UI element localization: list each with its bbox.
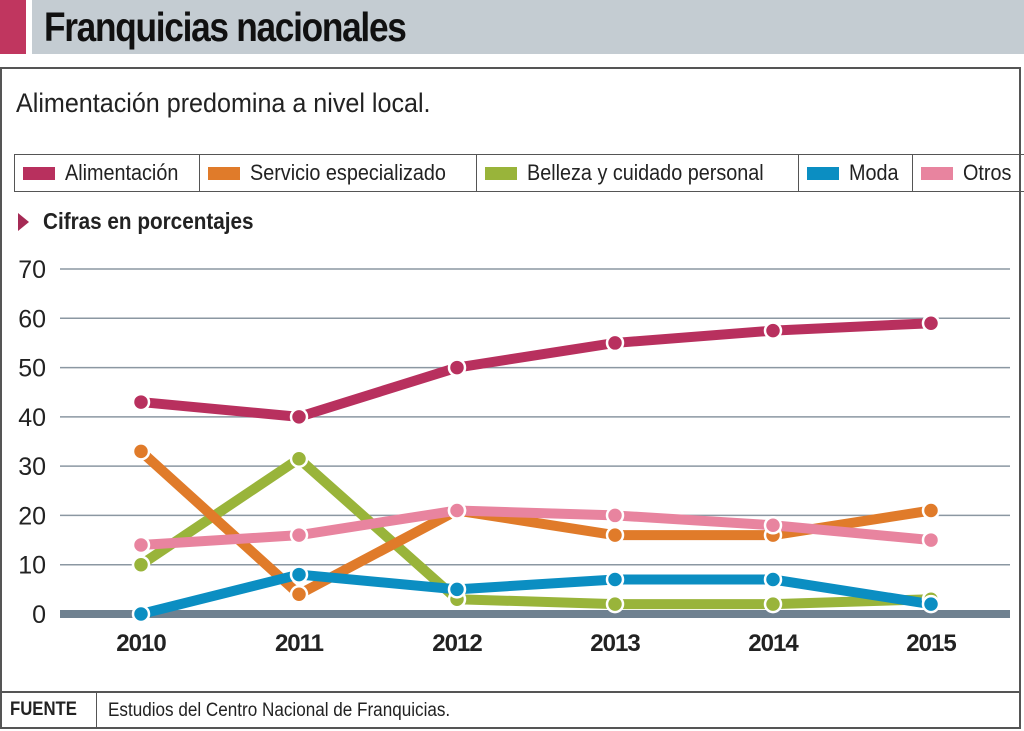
data-point xyxy=(447,580,467,599)
legend-swatch xyxy=(23,166,55,180)
data-point xyxy=(289,585,309,604)
legend-label: Otros xyxy=(962,160,1012,185)
x-tick-label: 2011 xyxy=(275,630,324,657)
legend-item-servicio-especializado: Servicio especializado xyxy=(200,155,477,191)
data-point xyxy=(921,530,941,550)
data-point xyxy=(289,565,309,584)
x-tick-label: 2010 xyxy=(116,630,166,657)
data-point xyxy=(763,516,783,535)
series-line-alimentación xyxy=(140,318,932,422)
data-point xyxy=(763,570,783,589)
title-accent-bar xyxy=(0,0,26,54)
legend-label: Moda xyxy=(848,160,899,185)
x-tick-label: 2015 xyxy=(906,630,956,657)
y-tick-label: 50 xyxy=(18,355,46,383)
unit-label-row: Cifras en porcentajes xyxy=(18,208,277,235)
chart-frame xyxy=(0,67,1021,729)
data-point xyxy=(921,313,941,333)
legend-swatch xyxy=(920,166,953,180)
title-bar xyxy=(32,0,1024,54)
data-point xyxy=(605,333,625,353)
data-point xyxy=(131,392,151,412)
chart-subtitle: Alimentación predomina a nivel local. xyxy=(16,88,431,118)
y-tick-label: 60 xyxy=(18,305,46,333)
data-point xyxy=(289,525,309,545)
source-label: FUENTE xyxy=(10,699,77,720)
data-point xyxy=(289,407,309,427)
unit-label: Cifras en porcentajes xyxy=(43,208,254,234)
data-point xyxy=(131,604,151,624)
data-point xyxy=(447,501,467,520)
legend-label: Servicio especializado xyxy=(249,160,446,185)
x-tick-label: 2012 xyxy=(432,630,482,657)
y-tick-label: 30 xyxy=(18,453,46,481)
footer-divider-line xyxy=(0,691,1021,693)
series-line-otros xyxy=(140,505,932,550)
series-line-moda xyxy=(139,569,932,619)
x-tick-label: 2014 xyxy=(748,630,799,657)
data-point xyxy=(605,594,625,614)
data-point xyxy=(605,570,625,589)
data-point xyxy=(131,442,151,461)
data-point xyxy=(447,358,467,377)
series-line-belleza-y-cuidado-personal xyxy=(138,453,932,610)
x-axis-baseline xyxy=(60,610,1010,618)
y-tick-label: 70 xyxy=(18,256,46,284)
legend-item-otros: Otros xyxy=(913,155,1024,191)
data-point xyxy=(131,555,151,574)
data-point xyxy=(763,594,783,614)
series-line-servicio-especializado xyxy=(137,447,932,600)
data-point xyxy=(921,501,941,520)
legend-item-alimentacion: Alimentación xyxy=(15,155,200,191)
legend-item-belleza: Belleza y cuidado personal xyxy=(477,155,799,191)
page-title: Franquicias nacionales xyxy=(44,4,407,50)
legend-label: Alimentación xyxy=(65,160,179,185)
data-point xyxy=(605,525,625,545)
y-tick-label: 10 xyxy=(18,552,46,580)
legend-item-moda: Moda xyxy=(799,155,913,191)
y-tick-label: 40 xyxy=(18,404,46,432)
legend-swatch xyxy=(806,166,839,180)
data-point xyxy=(763,321,783,340)
data-point xyxy=(131,535,151,555)
footer-vertical-divider xyxy=(96,693,97,729)
y-tick-label: 20 xyxy=(18,502,46,530)
data-point xyxy=(605,506,625,525)
y-tick-label: 0 xyxy=(32,601,46,629)
source-text: Estudios del Centro Nacional de Franquic… xyxy=(108,700,451,721)
legend-label: Belleza y cuidado personal xyxy=(526,160,764,185)
data-point xyxy=(289,449,309,468)
legend-swatch xyxy=(207,166,240,180)
data-point xyxy=(921,594,941,614)
legend-swatch xyxy=(484,166,517,180)
x-tick-label: 2013 xyxy=(590,630,640,657)
triangle-right-icon xyxy=(18,212,29,231)
legend: Alimentación Servicio especializado Bell… xyxy=(14,154,1024,192)
